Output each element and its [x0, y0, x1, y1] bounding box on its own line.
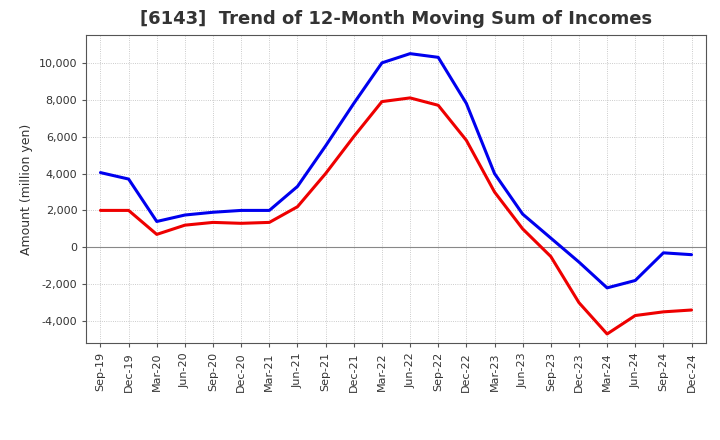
- Ordinary Income: [377, 60, 386, 66]
- Net Income: [546, 254, 555, 259]
- Ordinary Income: [181, 213, 189, 218]
- Net Income: [659, 309, 667, 315]
- Ordinary Income: [209, 209, 217, 215]
- Net Income: [96, 208, 105, 213]
- Net Income: [181, 223, 189, 228]
- Net Income: [237, 221, 246, 226]
- Net Income: [462, 138, 471, 143]
- Net Income: [490, 189, 499, 194]
- Ordinary Income: [434, 55, 443, 60]
- Ordinary Income: [631, 278, 639, 283]
- Net Income: [153, 232, 161, 237]
- Ordinary Income: [293, 184, 302, 189]
- Ordinary Income: [603, 285, 611, 290]
- Net Income: [518, 226, 527, 231]
- Ordinary Income: [321, 143, 330, 148]
- Net Income: [631, 313, 639, 318]
- Title: [6143]  Trend of 12-Month Moving Sum of Incomes: [6143] Trend of 12-Month Moving Sum of I…: [140, 10, 652, 28]
- Net Income: [265, 220, 274, 225]
- Ordinary Income: [265, 208, 274, 213]
- Net Income: [434, 103, 443, 108]
- Net Income: [125, 208, 133, 213]
- Ordinary Income: [125, 176, 133, 182]
- Ordinary Income: [349, 101, 358, 106]
- Ordinary Income: [518, 212, 527, 217]
- Y-axis label: Amount (million yen): Amount (million yen): [20, 124, 33, 255]
- Net Income: [209, 220, 217, 225]
- Ordinary Income: [687, 252, 696, 257]
- Ordinary Income: [575, 260, 583, 265]
- Net Income: [406, 95, 415, 101]
- Ordinary Income: [153, 219, 161, 224]
- Ordinary Income: [406, 51, 415, 56]
- Ordinary Income: [462, 101, 471, 106]
- Net Income: [603, 331, 611, 337]
- Net Income: [293, 204, 302, 209]
- Ordinary Income: [96, 170, 105, 175]
- Ordinary Income: [490, 171, 499, 176]
- Ordinary Income: [237, 208, 246, 213]
- Net Income: [687, 308, 696, 313]
- Line: Net Income: Net Income: [101, 98, 691, 334]
- Net Income: [349, 134, 358, 139]
- Ordinary Income: [546, 235, 555, 241]
- Net Income: [321, 171, 330, 176]
- Net Income: [575, 300, 583, 305]
- Line: Ordinary Income: Ordinary Income: [101, 54, 691, 288]
- Ordinary Income: [659, 250, 667, 256]
- Net Income: [377, 99, 386, 104]
